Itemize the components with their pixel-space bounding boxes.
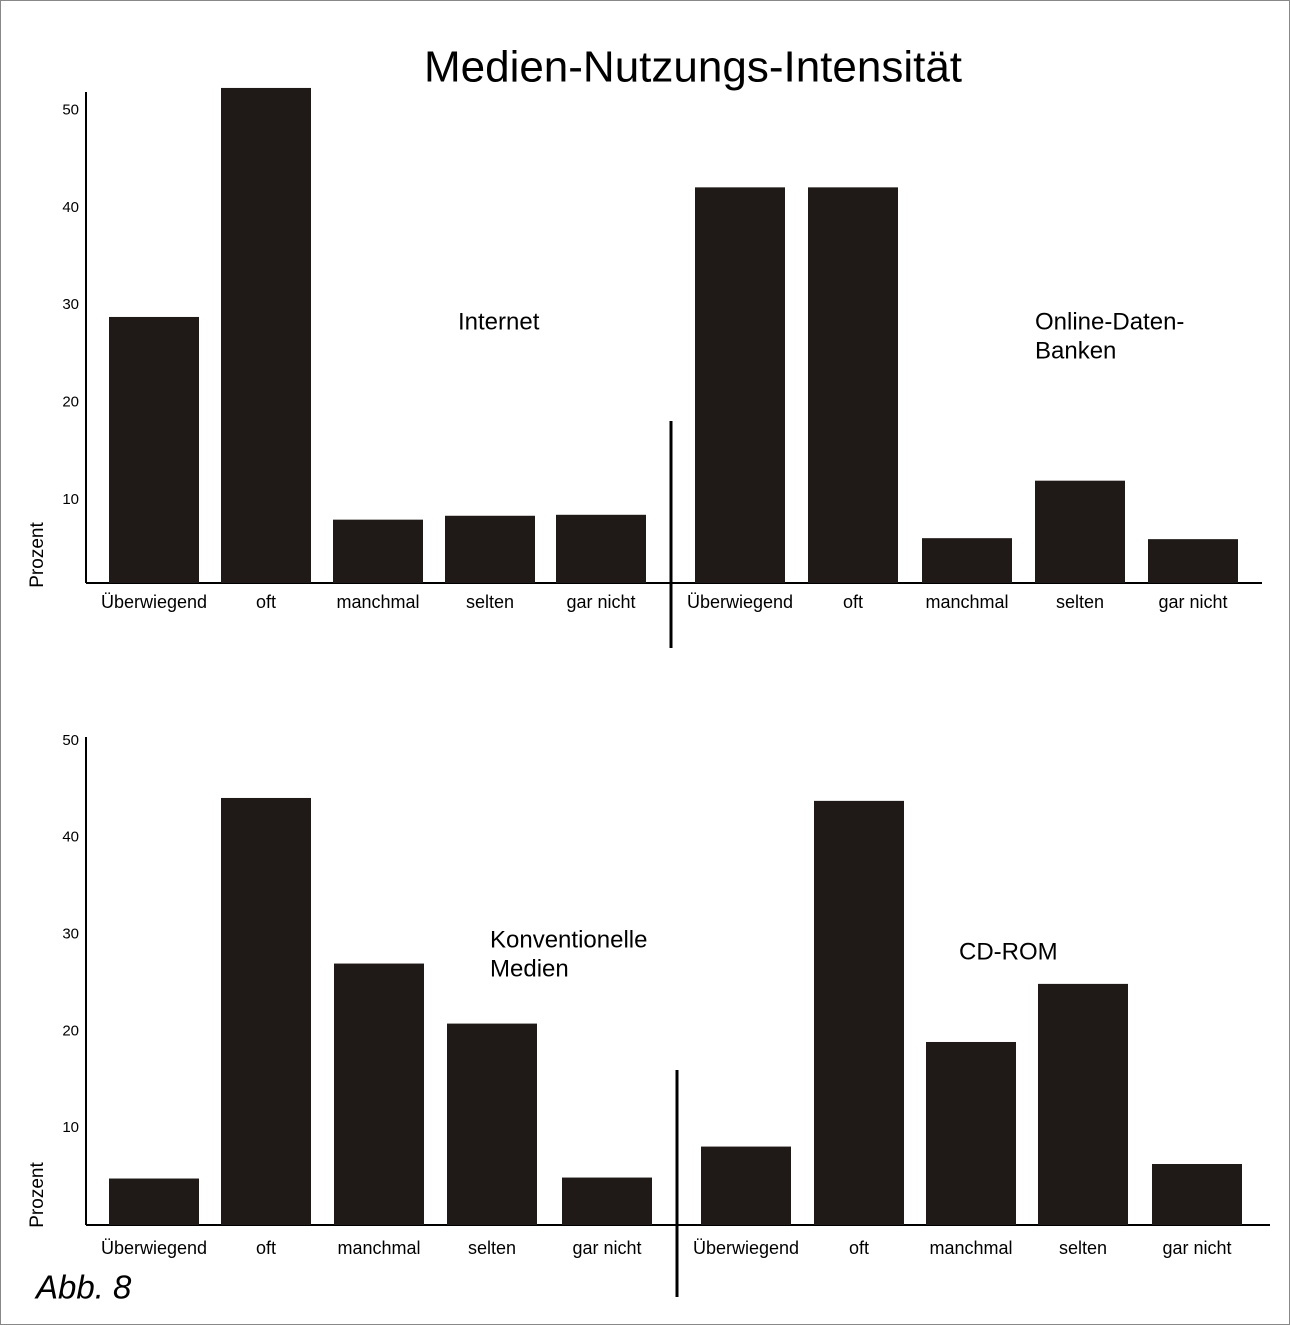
bar [926,1041,1016,1225]
x-tick-label: manchmal [925,592,1008,612]
y-tick-label: 40 [62,199,79,216]
y-tick-label: 20 [62,394,79,411]
group-label: CD-ROM [959,938,1058,965]
group-label: Banken [1035,337,1116,364]
y-axis-label: Prozent [27,1162,48,1228]
x-tick-label: Überwiegend [101,1238,207,1258]
y-tick-label: 10 [62,491,79,508]
bar [1148,539,1238,583]
x-tick-label: gar nicht [1158,592,1227,612]
group-label: Konventionelle [490,926,647,953]
y-tick-label: 50 [62,101,79,118]
y-axis-label: Prozent [27,522,48,588]
bar [1035,480,1125,583]
x-tick-label: gar nicht [1162,1238,1231,1258]
bar [701,1146,791,1225]
bar [445,515,535,583]
bar [814,800,904,1225]
group-label: Internet [458,308,540,335]
x-tick-label: manchmal [336,592,419,612]
bar [109,316,199,583]
bar [333,519,423,583]
bar [1152,1163,1242,1225]
y-tick-label: 30 [62,925,79,942]
x-tick-label: Überwiegend [687,592,793,612]
bar [562,1177,652,1225]
y-tick-label: 20 [62,1022,79,1039]
bar [808,187,898,584]
caption: Abb. 8 [34,1269,132,1306]
bar [447,1023,537,1225]
x-tick-label: selten [1059,1238,1107,1258]
x-tick-label: oft [256,592,276,612]
x-tick-label: Überwiegend [693,1238,799,1258]
bar [221,87,311,583]
group-label: Medien [490,955,569,982]
x-tick-label: gar nicht [572,1238,641,1258]
x-tick-label: oft [256,1238,276,1258]
x-tick-label: manchmal [337,1238,420,1258]
bar [922,538,1012,583]
chart-title: Medien-Nutzungs-Intensität [424,43,962,92]
y-tick-label: 50 [62,732,79,749]
x-tick-label: selten [1056,592,1104,612]
bar [695,187,785,584]
y-tick-label: 10 [62,1119,79,1136]
x-tick-label: oft [843,592,863,612]
group-label: Online-Daten- [1035,308,1184,335]
y-tick-label: 30 [62,296,79,313]
bar [109,1178,199,1225]
x-tick-label: gar nicht [566,592,635,612]
bar [221,797,311,1225]
x-tick-label: Überwiegend [101,592,207,612]
x-tick-label: manchmal [929,1238,1012,1258]
x-tick-label: selten [466,592,514,612]
x-tick-label: oft [849,1238,869,1258]
bar [556,514,646,583]
x-tick-label: selten [468,1238,516,1258]
bar [1038,983,1128,1225]
bar [334,963,424,1225]
y-tick-label: 40 [62,829,79,846]
